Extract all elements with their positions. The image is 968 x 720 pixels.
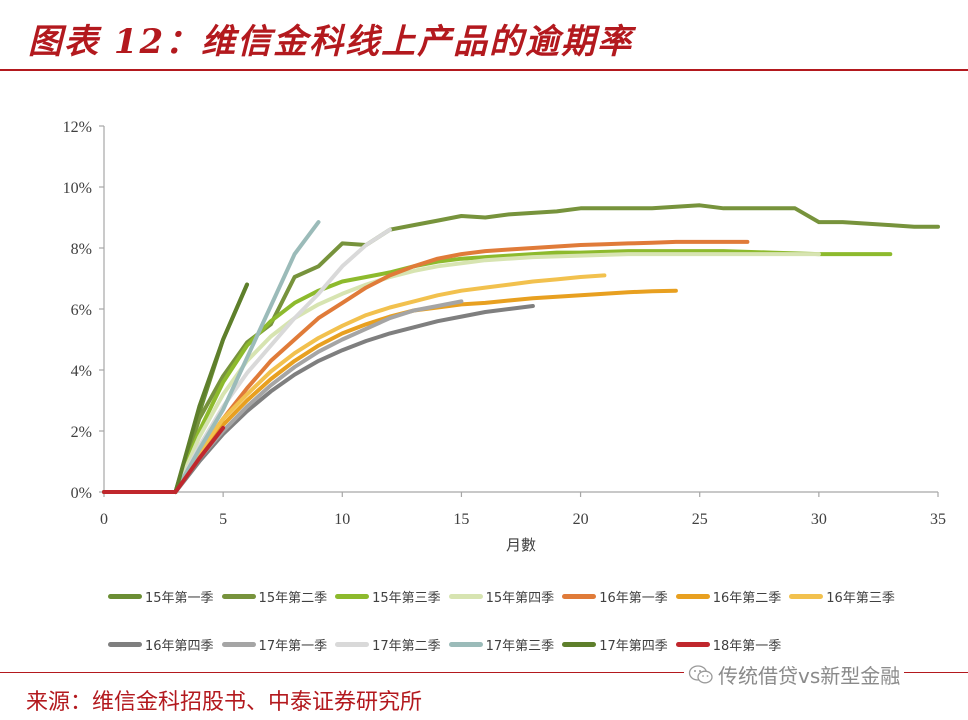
legend-swatch (335, 641, 370, 647)
legend-swatch (448, 641, 483, 647)
page-title: 图表 12：维信金科线上产品的逾期率 (28, 22, 634, 62)
y-axis: 0% 2% 4% 6% 8% 10% 12% (63, 119, 105, 502)
series-line (173, 299, 464, 494)
x-tick-label: 25 (692, 511, 708, 528)
legend-item: 16年第二季 (675, 587, 782, 606)
legend-item: 15年第四季 (448, 587, 555, 606)
legend-label: 15年第二季 (258, 590, 328, 606)
series-line (173, 239, 750, 494)
legend-item: 16年第一季 (562, 587, 668, 606)
x-tick-label: 35 (930, 511, 946, 528)
x-tick-label: 0 (100, 511, 108, 528)
y-tick-label: 12% (63, 119, 92, 136)
legend-item: 17年第二季 (335, 635, 441, 654)
y-tick-label: 10% (63, 180, 92, 197)
legend-swatch (562, 641, 597, 647)
legend-swatch (108, 641, 142, 647)
legend-label: 15年第一季 (145, 590, 214, 606)
legend-item: 16年第三季 (789, 587, 895, 606)
legend-label: 17年第三季 (485, 638, 555, 654)
legend-item: 17年第四季 (562, 635, 668, 654)
legend-swatch (448, 593, 483, 599)
x-tick-label: 30 (811, 511, 827, 528)
legend-item: 16年第四季 (108, 635, 214, 654)
legend-label: 15年第四季 (485, 590, 555, 606)
x-axis-label: 月數 (506, 536, 536, 554)
legend-item: 18年第一季 (675, 635, 782, 654)
y-tick-label: 8% (71, 241, 92, 258)
title-divider (0, 69, 968, 71)
x-tick-label: 10 (334, 511, 350, 528)
x-tick-label: 15 (453, 511, 469, 528)
chart-series (102, 203, 940, 494)
y-tick-label: 2% (71, 424, 92, 441)
watermark-text: 传统借贷vs新型金融 (718, 664, 901, 688)
legend-item: 17年第一季 (221, 635, 328, 654)
legend-label: 18年第一季 (712, 638, 782, 654)
series-line (173, 304, 535, 494)
chart-legend: 15年第一季 15年第二季 15年第三季 15年第四季 16年第一季 16年第二季 16年第… (108, 572, 948, 668)
legend-row: 15年第一季 15年第二季 15年第三季 15年第四季 16年第一季 16年第二季 16年第… (108, 572, 948, 620)
legend-swatch (675, 593, 710, 599)
legend-swatch (221, 641, 256, 647)
legend-swatch (675, 641, 710, 647)
legend-item: 15年第一季 (108, 587, 214, 606)
legend-label: 16年第四季 (145, 638, 214, 654)
legend-label: 15年第三季 (372, 590, 441, 606)
series-line (102, 425, 226, 494)
legend-item: 15年第三季 (335, 587, 441, 606)
footer-divider (0, 672, 968, 673)
series-line (102, 203, 940, 494)
legend-item: 15年第二季 (221, 587, 328, 606)
legend-label: 17年第二季 (372, 638, 441, 654)
source-note: 来源：维信金科招股书、中泰证券研究所 (26, 690, 423, 715)
x-tick-label: 5 (219, 511, 227, 528)
top-rule (0, 0, 968, 6)
y-tick-label: 4% (71, 363, 92, 380)
legend-swatch (108, 593, 142, 599)
legend-swatch (789, 593, 824, 599)
legend-item: 17年第三季 (448, 635, 555, 654)
line-chart: 0% 2% 4% 6% 8% 10% 12% 0 5 10 15 20 25 30 35 月數 (63, 119, 946, 554)
legend-label: 16年第二季 (712, 590, 782, 606)
legend-swatch (335, 593, 370, 599)
x-tick-label: 20 (573, 511, 589, 528)
y-tick-label: 0% (71, 485, 92, 502)
watermark: 传统借贷vs新型金融 (684, 660, 905, 689)
legend-swatch (562, 593, 597, 599)
legend-swatch (221, 593, 256, 599)
series-line (173, 252, 821, 494)
series-line (173, 220, 321, 494)
legend-label: 17年第一季 (258, 638, 328, 654)
wechat-icon (688, 664, 713, 683)
series-line (173, 282, 249, 494)
legend-label: 16年第一季 (599, 590, 668, 606)
series-line (173, 273, 607, 494)
legend-label: 17年第四季 (599, 638, 668, 654)
legend-row: 16年第四季 17年第一季 17年第二季 17年第三季 17年第四季 18年第一季 (108, 620, 948, 668)
legend-label: 16年第三季 (826, 590, 895, 606)
x-axis: 0 5 10 15 20 25 30 35 (100, 491, 946, 528)
y-tick-label: 6% (71, 302, 92, 319)
